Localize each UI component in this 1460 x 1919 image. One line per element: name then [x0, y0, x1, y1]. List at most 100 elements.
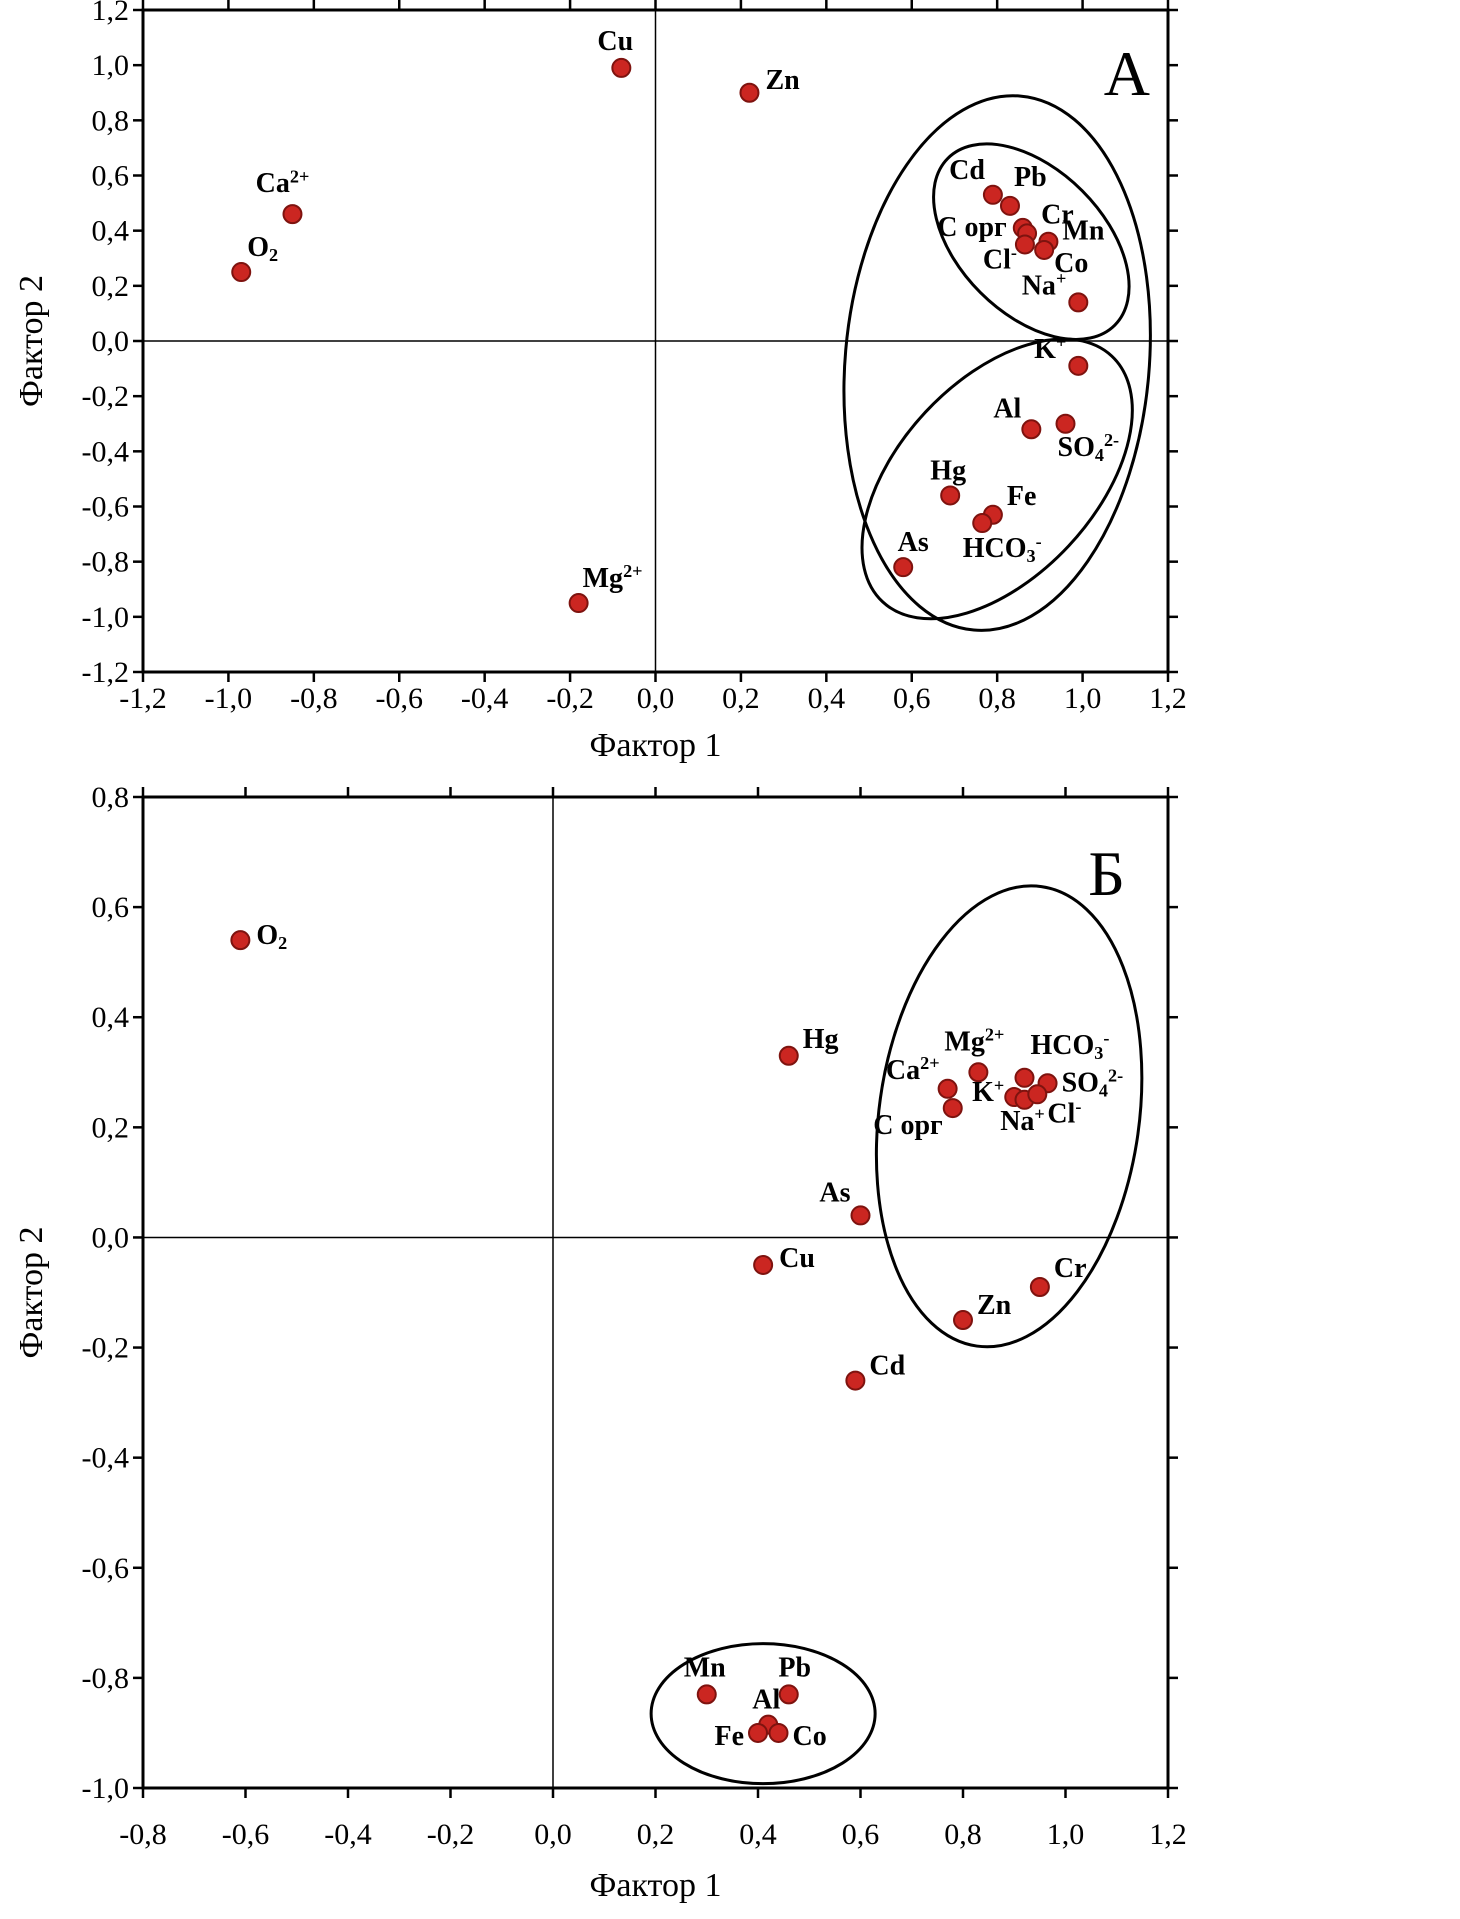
data-point: [893, 557, 914, 578]
y-tick-label: -1,0: [82, 601, 130, 634]
cluster-ellipse: [874, 884, 1144, 1349]
y-tick-label: -0,6: [82, 1552, 130, 1585]
x-axis-title: Фактор 1: [590, 727, 722, 764]
data-point: [1021, 419, 1042, 440]
y-tick-label: -0,2: [82, 1332, 130, 1365]
point-label: Pb: [778, 1652, 811, 1683]
data-point: [1068, 355, 1089, 376]
data-point: [845, 1370, 866, 1391]
point-label: Hg: [803, 1024, 839, 1055]
y-tick-label: -0,8: [82, 546, 130, 579]
y-tick-label: -0,4: [82, 435, 130, 468]
x-tick-label: 0,8: [944, 1818, 982, 1851]
y-axis-title: Фактор 2: [13, 275, 50, 407]
data-point: [1034, 239, 1055, 260]
data-point: [768, 1722, 789, 1743]
x-tick-label: 0,0: [534, 1818, 572, 1851]
cluster-ellipse: [860, 337, 1134, 621]
point-label: Cl-: [1047, 1097, 1081, 1130]
point-label: Cr: [1041, 199, 1074, 230]
y-tick-label: 0,4: [92, 215, 130, 248]
point-label: As: [819, 1177, 850, 1208]
cluster-ellipse: [649, 1642, 877, 1786]
data-point: [1055, 413, 1076, 434]
y-tick-label: -1,0: [82, 1772, 130, 1805]
y-tick-label: 0,6: [92, 160, 130, 193]
data-point: [230, 930, 251, 951]
x-tick-label: 0,2: [637, 1818, 675, 1851]
point-label: SO42-: [1062, 1065, 1124, 1100]
point-label: Al: [752, 1685, 780, 1716]
data-point: [968, 1062, 989, 1083]
y-tick-label: 0,6: [92, 891, 130, 924]
x-tick-label: -0,2: [546, 682, 594, 715]
y-axis-title: Фактор 2: [13, 1227, 50, 1359]
point-label: Hg: [930, 455, 966, 486]
point-label: Mn: [684, 1652, 726, 1683]
panel-label: А: [1104, 38, 1150, 109]
point-label: С орг: [937, 212, 1007, 243]
point-label: HCO3-: [963, 531, 1042, 566]
x-tick-label: 1,0: [1047, 1818, 1085, 1851]
point-label: Ca2+: [886, 1053, 940, 1086]
point-label: Na+: [1000, 1104, 1045, 1137]
point-label: Co: [1054, 248, 1088, 279]
x-tick-label: -0,8: [119, 1818, 167, 1851]
plot-border: [141, 795, 1170, 1790]
data-point: [696, 1684, 717, 1705]
point-label: Cu: [779, 1243, 815, 1274]
point-label: Mg2+: [583, 561, 643, 594]
data-point: [611, 57, 632, 78]
point-label: Cr: [1054, 1253, 1087, 1284]
point-label: K+: [1034, 332, 1066, 365]
point-label: As: [898, 527, 929, 558]
x-tick-label: 1,2: [1149, 1818, 1187, 1851]
y-tick-label: 1,0: [92, 49, 130, 82]
x-tick-label: -0,8: [290, 682, 338, 715]
data-point: [1027, 1084, 1048, 1105]
point-label: HCO3-: [1031, 1028, 1110, 1063]
point-label: K+: [972, 1075, 1004, 1108]
y-tick-label: -1,2: [82, 656, 130, 689]
x-tick-label: 0,6: [842, 1818, 880, 1851]
y-tick-label: 0,4: [92, 1001, 130, 1034]
chart-panel-B: -0,8 -0,6 -0,4 -0,2 0,0 0,2 0,4 0,6 0,8 1,0 1,2 0,8…: [13, 781, 1187, 1904]
data-point: [739, 82, 760, 103]
data-point: [568, 593, 589, 614]
y-tick-label: 1,2: [92, 0, 130, 27]
point-label: Mn: [1062, 216, 1104, 247]
point-label: Ca2+: [256, 166, 310, 199]
point-label: Fe: [1007, 481, 1037, 512]
y-tick-label: 0,0: [92, 325, 130, 358]
point-label: Al: [993, 393, 1021, 424]
y-tick-label: 0,8: [92, 104, 130, 137]
x-tick-label: -0,4: [461, 682, 509, 715]
data-point: [1029, 1276, 1050, 1297]
x-tick-label: 0,8: [978, 682, 1016, 715]
y-tick-label: -0,8: [82, 1662, 130, 1695]
data-point: [1014, 1067, 1035, 1088]
y-tick-label: -0,4: [82, 1442, 130, 1475]
point-label: Zn: [765, 65, 800, 96]
data-point: [999, 195, 1020, 216]
point-label: С орг: [873, 1110, 943, 1141]
x-tick-label: 1,2: [1149, 682, 1187, 715]
point-label: Co: [793, 1721, 827, 1752]
point-label: O2: [247, 232, 278, 265]
x-tick-label: 0,2: [722, 682, 760, 715]
x-tick-label: 1,0: [1064, 682, 1102, 715]
data-point: [753, 1254, 774, 1275]
point-label: Pb: [1014, 162, 1047, 193]
cluster-ellipse: [842, 94, 1152, 632]
point-label: Na+: [1022, 269, 1067, 302]
data-point: [982, 184, 1003, 205]
y-tick-label: 0,2: [92, 1111, 130, 1144]
x-tick-label: 0,0: [637, 682, 675, 715]
point-label: Cu: [597, 26, 633, 57]
x-tick-label: -1,2: [119, 682, 167, 715]
x-tick-label: 0,4: [739, 1818, 777, 1851]
data-point: [850, 1205, 871, 1226]
point-label: Mg2+: [944, 1024, 1004, 1057]
